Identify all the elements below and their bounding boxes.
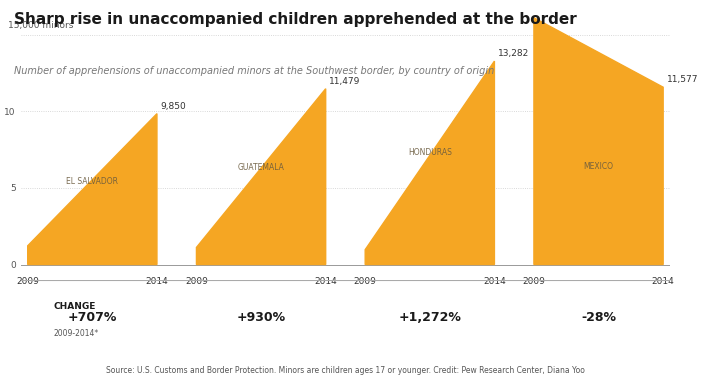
Text: 9,850: 9,850 [160, 102, 186, 111]
Text: 15,000 minors: 15,000 minors [8, 21, 73, 30]
Text: 2014: 2014 [483, 277, 505, 286]
Text: Sharp rise in unaccompanied children apprehended at the border: Sharp rise in unaccompanied children app… [14, 12, 576, 27]
Text: GUATEMALA: GUATEMALA [238, 163, 285, 172]
Text: 2009-2014*: 2009-2014* [53, 329, 98, 338]
Text: HONDURAS: HONDURAS [408, 148, 452, 157]
Text: 2009: 2009 [522, 277, 546, 286]
Polygon shape [534, 18, 663, 264]
Text: MEXICO: MEXICO [583, 163, 614, 172]
Polygon shape [27, 113, 157, 264]
Text: 2014: 2014 [652, 277, 675, 286]
Text: 2009: 2009 [354, 277, 377, 286]
Text: 11,577: 11,577 [666, 75, 698, 84]
Text: +1,272%: +1,272% [399, 312, 461, 324]
Text: 2014: 2014 [146, 277, 168, 286]
Text: 2014: 2014 [314, 277, 337, 286]
Polygon shape [365, 61, 494, 264]
Text: -28%: -28% [581, 312, 616, 324]
Text: Source: U.S. Customs and Border Protection. Minors are children ages 17 or young: Source: U.S. Customs and Border Protecti… [106, 367, 585, 376]
Text: CHANGE: CHANGE [53, 302, 96, 311]
Text: 11,479: 11,479 [329, 77, 361, 86]
Text: 13,282: 13,282 [498, 49, 529, 58]
Text: +707%: +707% [67, 312, 117, 324]
Text: Number of apprehensions of unaccompanied minors at the Southwest border, by coun: Number of apprehensions of unaccompanied… [14, 66, 494, 76]
Text: 2009: 2009 [185, 277, 208, 286]
Text: EL SALVADOR: EL SALVADOR [66, 177, 118, 186]
Text: 2009: 2009 [16, 277, 39, 286]
Text: +930%: +930% [236, 312, 285, 324]
Polygon shape [196, 89, 325, 264]
